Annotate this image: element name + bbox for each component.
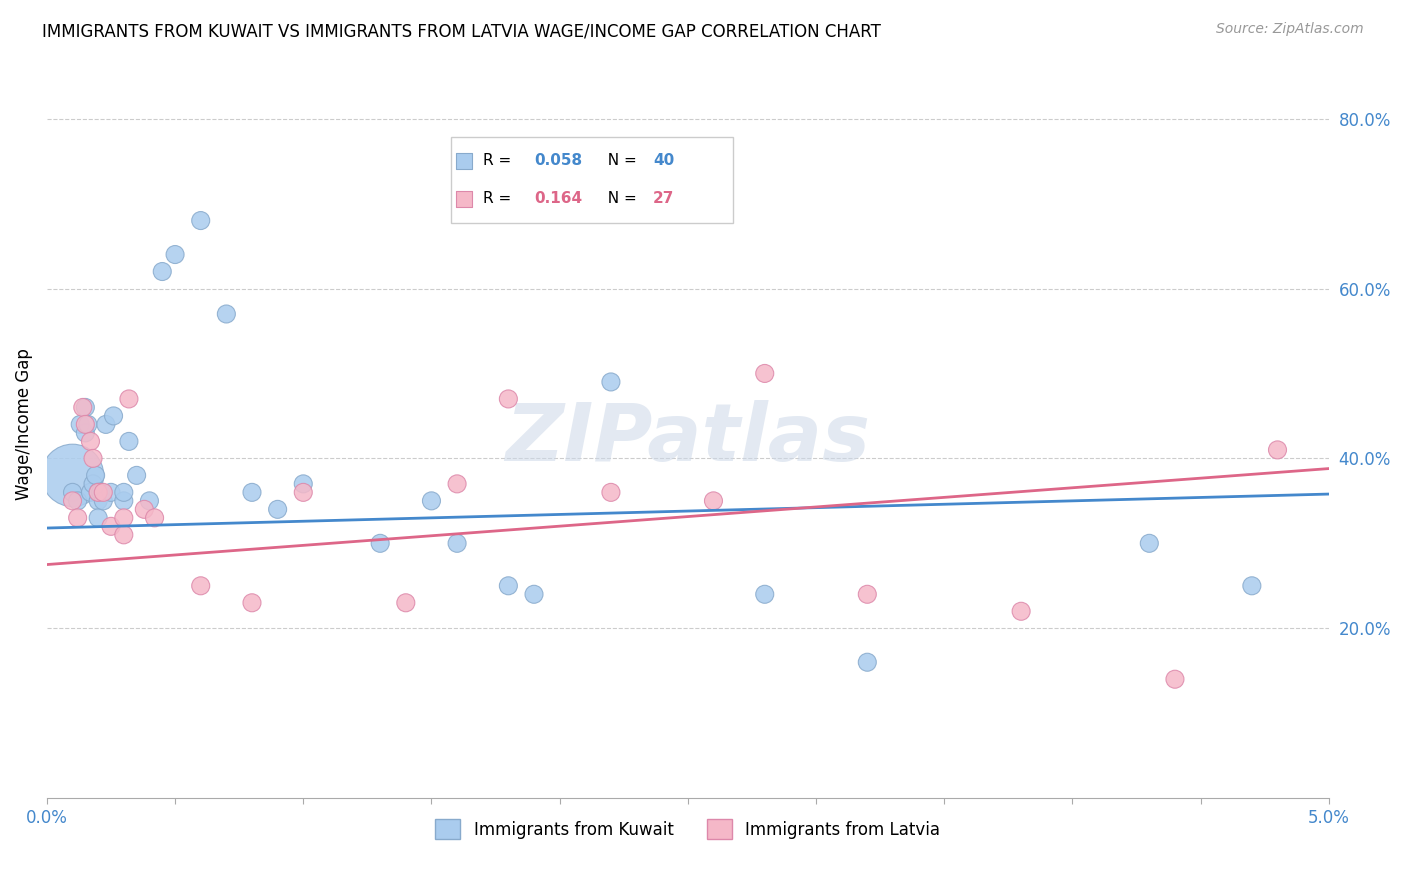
- Point: [292, 476, 315, 491]
- Point: [240, 485, 263, 500]
- Point: [1010, 604, 1032, 618]
- Point: [368, 536, 391, 550]
- Text: ZIPatlas: ZIPatlas: [505, 401, 870, 478]
- Text: N =: N =: [598, 153, 641, 169]
- Y-axis label: Wage/Income Gap: Wage/Income Gap: [15, 349, 32, 500]
- Point: [118, 434, 141, 449]
- Point: [523, 587, 546, 601]
- Point: [1240, 579, 1263, 593]
- Point: [66, 493, 89, 508]
- Text: R =: R =: [482, 191, 520, 206]
- Point: [103, 409, 125, 423]
- Point: [118, 392, 141, 406]
- Point: [600, 375, 623, 389]
- Point: [1164, 672, 1187, 686]
- Point: [69, 417, 91, 432]
- Point: [600, 485, 623, 500]
- Point: [112, 511, 135, 525]
- Legend: Immigrants from Kuwait, Immigrants from Latvia: Immigrants from Kuwait, Immigrants from …: [429, 813, 946, 846]
- Text: 27: 27: [654, 191, 675, 206]
- FancyBboxPatch shape: [451, 136, 733, 223]
- Point: [112, 493, 135, 508]
- Point: [94, 417, 117, 432]
- Point: [754, 587, 776, 601]
- Text: IMMIGRANTS FROM KUWAIT VS IMMIGRANTS FROM LATVIA WAGE/INCOME GAP CORRELATION CHA: IMMIGRANTS FROM KUWAIT VS IMMIGRANTS FRO…: [42, 22, 882, 40]
- Point: [62, 468, 84, 483]
- Text: R =: R =: [482, 153, 516, 169]
- Point: [215, 307, 238, 321]
- Point: [856, 655, 879, 669]
- Point: [62, 485, 84, 500]
- Point: [82, 476, 104, 491]
- Point: [498, 392, 520, 406]
- Point: [90, 485, 112, 500]
- Point: [79, 485, 101, 500]
- Point: [62, 493, 84, 508]
- Point: [134, 502, 156, 516]
- Point: [87, 511, 110, 525]
- Point: [77, 417, 100, 432]
- Point: [75, 417, 97, 432]
- Point: [91, 493, 114, 508]
- Text: 40: 40: [654, 153, 675, 169]
- Point: [87, 493, 110, 508]
- Point: [100, 485, 122, 500]
- Point: [87, 485, 110, 500]
- Point: [75, 401, 97, 415]
- Point: [1267, 442, 1289, 457]
- Point: [446, 476, 468, 491]
- Point: [84, 468, 107, 483]
- Text: 0.058: 0.058: [534, 153, 582, 169]
- Text: N =: N =: [598, 191, 641, 206]
- Point: [75, 425, 97, 440]
- Point: [72, 401, 94, 415]
- Point: [446, 536, 468, 550]
- Point: [292, 485, 315, 500]
- Point: [240, 596, 263, 610]
- Point: [856, 587, 879, 601]
- Point: [112, 485, 135, 500]
- Point: [125, 468, 148, 483]
- Point: [754, 367, 776, 381]
- Point: [100, 519, 122, 533]
- Point: [87, 485, 110, 500]
- Point: [138, 493, 160, 508]
- Text: Source: ZipAtlas.com: Source: ZipAtlas.com: [1216, 22, 1364, 37]
- Point: [702, 493, 724, 508]
- Point: [82, 451, 104, 466]
- Point: [190, 579, 212, 593]
- Point: [66, 511, 89, 525]
- Point: [79, 434, 101, 449]
- Point: [150, 264, 173, 278]
- Point: [498, 579, 520, 593]
- Point: [1137, 536, 1160, 550]
- Point: [165, 247, 187, 261]
- Point: [420, 493, 443, 508]
- Point: [395, 596, 418, 610]
- Point: [91, 485, 114, 500]
- Text: 0.164: 0.164: [534, 191, 582, 206]
- Point: [112, 528, 135, 542]
- Point: [190, 213, 212, 227]
- Point: [266, 502, 288, 516]
- Point: [143, 511, 166, 525]
